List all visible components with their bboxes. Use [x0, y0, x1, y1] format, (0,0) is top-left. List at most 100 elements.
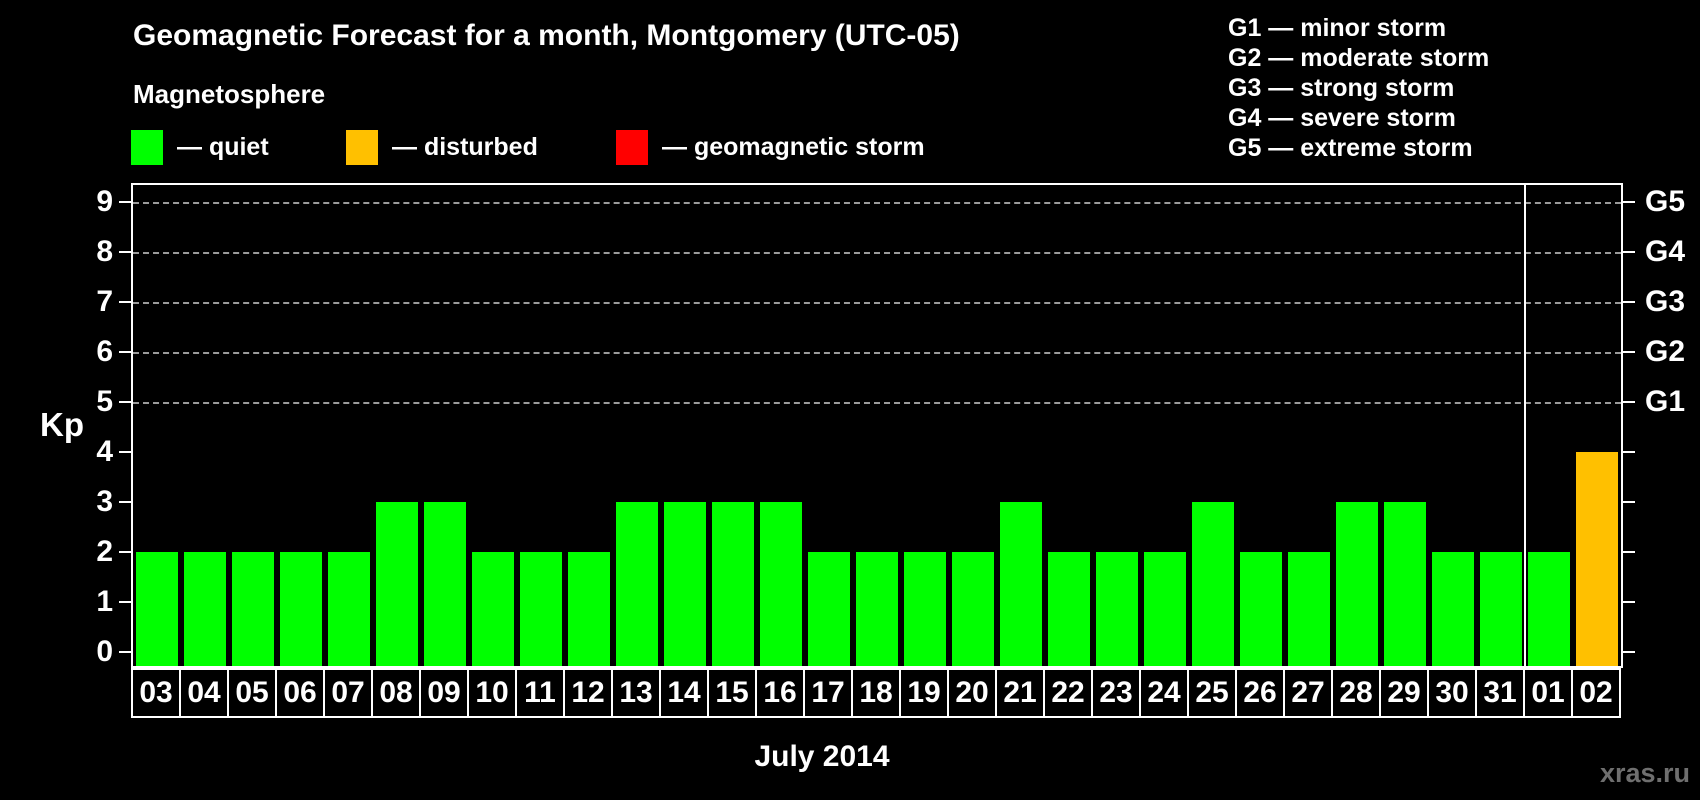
- kp-tick-6: [119, 351, 131, 353]
- day-cell-31: 31: [1475, 668, 1525, 718]
- kp-tick-8: [119, 251, 131, 253]
- day-cell-18: 18: [851, 668, 901, 718]
- bar-day-15: [712, 502, 754, 666]
- day-cell-17: 17: [803, 668, 853, 718]
- day-cell-21: 21: [995, 668, 1045, 718]
- kp-tick-label-2: 2: [96, 535, 113, 568]
- bar-day-13: [616, 502, 658, 666]
- bar-day-20: [952, 552, 994, 666]
- bar-day-16: [760, 502, 802, 666]
- legend-label-quiet: — quiet: [177, 132, 269, 161]
- quiet-color-swatch: [131, 129, 163, 165]
- bar-day-03: [136, 552, 178, 666]
- g-axis-label-g2: G2: [1645, 335, 1686, 368]
- bar-day-14: [664, 502, 706, 666]
- day-cell-10: 10: [467, 668, 517, 718]
- bar-day-04: [184, 552, 226, 666]
- day-cell-30: 30: [1427, 668, 1477, 718]
- plot-area: [131, 183, 1623, 668]
- g-axis-label-g3: G3: [1645, 285, 1686, 318]
- bar-day-21: [1000, 502, 1042, 666]
- day-cell-23: 23: [1091, 668, 1141, 718]
- day-cell-22: 22: [1043, 668, 1093, 718]
- gridline-kp5: [133, 402, 1621, 404]
- kp-tick-label-4: 4: [96, 435, 113, 468]
- day-axis-row: 03 04 05 06 07 08 09 10 11 12 13 14 15 16 17 18 19 20 21 22…: [131, 668, 1623, 720]
- bar-day-08: [376, 502, 418, 666]
- chart-title: Geomagnetic Forecast for a month, Montgo…: [133, 19, 960, 52]
- kp-tick-5: [119, 401, 131, 403]
- storm-color-swatch: [616, 129, 648, 165]
- month-separator-line: [1524, 185, 1526, 666]
- bar-day-28: [1336, 502, 1378, 666]
- day-cell-14: 14: [659, 668, 709, 718]
- kp-tick-label-5: 5: [96, 385, 113, 418]
- g-axis-label-g1: G1: [1645, 385, 1686, 418]
- kp-tick-0: [119, 651, 131, 653]
- legend-item-quiet: — quiet: [131, 128, 269, 166]
- day-cell-01: 01: [1523, 668, 1573, 718]
- g-tick-9: [1623, 201, 1635, 203]
- day-cell-06: 06: [275, 668, 325, 718]
- day-cell-15: 15: [707, 668, 757, 718]
- day-cell-13: 13: [611, 668, 661, 718]
- kp-tick-label-3: 3: [96, 485, 113, 518]
- day-cell-09: 09: [419, 668, 469, 718]
- disturbed-color-swatch: [346, 129, 378, 165]
- day-cell-16: 16: [755, 668, 805, 718]
- g-legend-line-3: G3 — strong storm: [1228, 74, 1455, 102]
- kp-tick-1: [119, 601, 131, 603]
- watermark: xras.ru: [1599, 758, 1690, 788]
- day-cell-03: 03: [131, 668, 181, 718]
- bar-day-11: [520, 552, 562, 666]
- gridline-kp9: [133, 202, 1621, 204]
- g-legend-line-2: G2 — moderate storm: [1228, 44, 1490, 72]
- bar-day-27: [1288, 552, 1330, 666]
- kp-tick-label-8: 8: [96, 235, 113, 268]
- day-cell-25: 25: [1187, 668, 1237, 718]
- day-cell-20: 20: [947, 668, 997, 718]
- day-cell-08: 08: [371, 668, 421, 718]
- gridline-kp7: [133, 302, 1621, 304]
- kp-axis-title: Kp: [40, 406, 84, 443]
- g-tick-1: [1623, 601, 1635, 603]
- g-tick-4: [1623, 451, 1635, 453]
- kp-tick-9: [119, 201, 131, 203]
- day-cell-19: 19: [899, 668, 949, 718]
- g-tick-8: [1623, 251, 1635, 253]
- bar-day-25: [1192, 502, 1234, 666]
- day-cell-27: 27: [1283, 668, 1333, 718]
- bar-day-24: [1144, 552, 1186, 666]
- kp-tick-label-0: 0: [96, 635, 113, 668]
- bar-day-01: [1528, 552, 1570, 666]
- bar-day-06: [280, 552, 322, 666]
- bar-day-19: [904, 552, 946, 666]
- g-axis-label-g5: G5: [1645, 185, 1686, 218]
- bar-day-10: [472, 552, 514, 666]
- g-legend-line-5: G5 — extreme storm: [1228, 134, 1473, 162]
- chart-subtitle: Magnetosphere: [133, 79, 326, 109]
- bar-day-29: [1384, 502, 1426, 666]
- bar-day-09: [424, 502, 466, 666]
- bar-day-23: [1096, 552, 1138, 666]
- bar-day-18: [856, 552, 898, 666]
- kp-tick-label-9: 9: [96, 185, 113, 218]
- legend-item-storm: — geomagnetic storm: [616, 128, 925, 166]
- day-cell-29: 29: [1379, 668, 1429, 718]
- g-tick-3: [1623, 501, 1635, 503]
- bar-day-05: [232, 552, 274, 666]
- legend-label-storm: — geomagnetic storm: [662, 132, 925, 161]
- bar-day-02: [1576, 452, 1618, 666]
- kp-tick-label-6: 6: [96, 335, 113, 368]
- legend-label-disturbed: — disturbed: [392, 132, 538, 161]
- bar-day-07: [328, 552, 370, 666]
- g-tick-2: [1623, 551, 1635, 553]
- gridline-kp8: [133, 252, 1621, 254]
- bar-day-30: [1432, 552, 1474, 666]
- gridline-kp6: [133, 352, 1621, 354]
- day-cell-24: 24: [1139, 668, 1189, 718]
- day-cell-11: 11: [515, 668, 565, 718]
- day-cell-04: 04: [179, 668, 229, 718]
- day-cell-26: 26: [1235, 668, 1285, 718]
